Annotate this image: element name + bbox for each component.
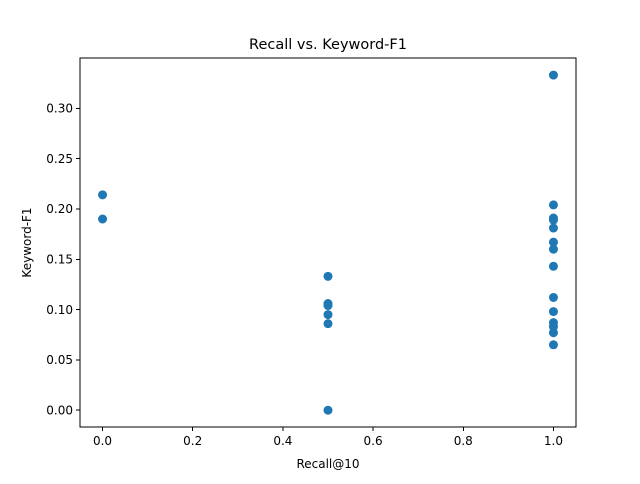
scatter-point bbox=[548, 307, 558, 317]
scatter-point bbox=[323, 271, 333, 281]
scatter-point bbox=[548, 261, 558, 271]
y-tick-label: 0.25 bbox=[46, 152, 73, 166]
scatter-point bbox=[323, 405, 333, 415]
y-tick-label: 0.05 bbox=[46, 353, 73, 367]
chart-title: Recall vs. Keyword-F1 bbox=[249, 37, 407, 53]
y-tick-label: 0.20 bbox=[46, 202, 73, 216]
y-tick-label: 0.00 bbox=[46, 403, 73, 417]
scatter-point bbox=[548, 244, 558, 254]
x-tick-label: 0.0 bbox=[93, 434, 112, 448]
scatter-point bbox=[548, 328, 558, 338]
scatter-point bbox=[548, 237, 558, 247]
y-axis-ticks: 0.00 0.05 0.10 0.15 0.20 0.25 0.30 bbox=[46, 102, 80, 417]
scatter-point bbox=[548, 340, 558, 350]
plot-area-frame bbox=[79, 57, 577, 428]
x-tick-label: 0.4 bbox=[273, 434, 292, 448]
x-tick-label: 1.0 bbox=[544, 434, 563, 448]
x-axis-ticks: 0.0 0.2 0.4 0.6 0.8 1.0 bbox=[93, 427, 563, 448]
y-axis-title: Keyword-F1 bbox=[20, 207, 34, 277]
scatter-point bbox=[98, 214, 108, 224]
x-tick-label: 0.8 bbox=[454, 434, 473, 448]
scatter-point bbox=[323, 319, 333, 329]
scatter-point bbox=[548, 292, 558, 302]
scatter-point bbox=[548, 70, 558, 80]
scatter-point bbox=[323, 310, 333, 320]
y-tick-label: 0.15 bbox=[46, 253, 73, 267]
x-tick-label: 0.2 bbox=[183, 434, 202, 448]
x-axis-title: Recall@10 bbox=[296, 457, 359, 471]
scatter-point bbox=[323, 301, 333, 311]
x-tick-label: 0.6 bbox=[364, 434, 383, 448]
scatter-point bbox=[98, 190, 108, 200]
scatter-point bbox=[548, 215, 558, 225]
scatter-point bbox=[548, 200, 558, 210]
y-tick-label: 0.10 bbox=[46, 303, 73, 317]
y-tick-label: 0.30 bbox=[46, 102, 73, 116]
scatter-point bbox=[548, 223, 558, 233]
data-points bbox=[98, 70, 558, 415]
